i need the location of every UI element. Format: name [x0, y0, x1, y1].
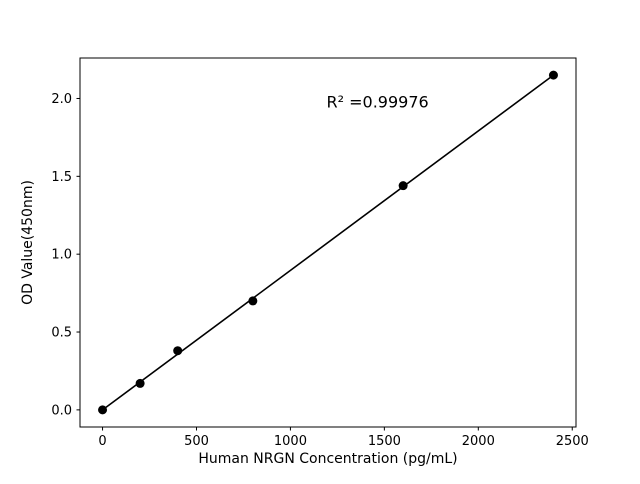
x-tick-label: 1500 — [368, 434, 401, 449]
x-tick-label: 2500 — [556, 434, 589, 449]
y-tick-label: 0.0 — [51, 403, 72, 418]
data-point — [398, 181, 408, 191]
data-point — [548, 70, 558, 80]
r-squared-annotation: R² =0.99976 — [327, 92, 429, 111]
data-point — [248, 296, 258, 306]
data-point — [173, 346, 183, 356]
y-tick-label: 2.0 — [51, 92, 72, 107]
x-tick-label: 2000 — [462, 434, 495, 449]
data-point — [98, 405, 108, 415]
y-tick-label: 1.0 — [51, 248, 72, 263]
x-axis-label: Human NRGN Concentration (pg/mL) — [198, 451, 457, 467]
y-tick-label: 1.5 — [51, 170, 72, 185]
y-axis-label: OD Value(450nm) — [20, 180, 36, 305]
data-point — [135, 378, 145, 388]
x-tick-label: 1000 — [274, 434, 307, 449]
x-tick-label: 500 — [184, 434, 209, 449]
x-tick-label: 0 — [98, 434, 106, 449]
y-tick-label: 0.5 — [51, 326, 72, 341]
